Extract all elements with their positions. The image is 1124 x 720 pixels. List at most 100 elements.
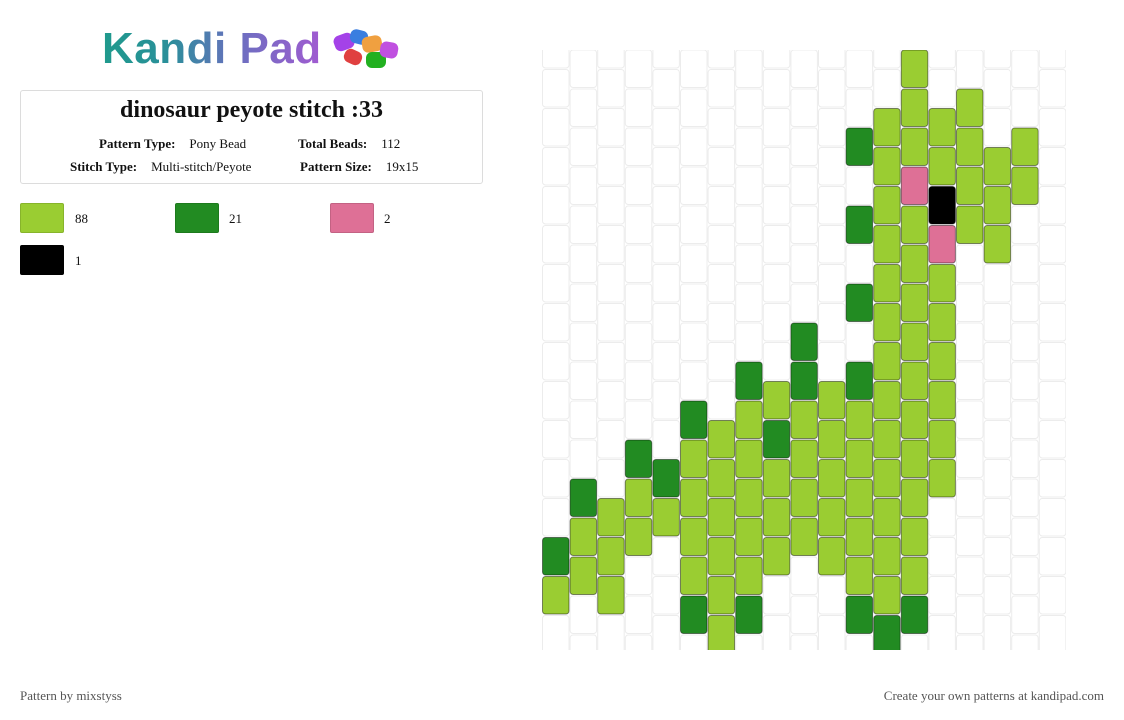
empty-bead[interactable] [1011, 517, 1039, 556]
bead[interactable] [900, 166, 929, 205]
empty-bead[interactable] [569, 88, 598, 127]
empty-bead[interactable] [542, 303, 570, 342]
empty-bead[interactable] [1038, 576, 1066, 615]
empty-bead[interactable] [762, 303, 791, 342]
empty-bead[interactable] [983, 459, 1012, 498]
empty-bead[interactable] [762, 264, 791, 303]
empty-bead[interactable] [707, 69, 736, 108]
empty-bead[interactable] [569, 50, 598, 88]
bead[interactable] [873, 147, 901, 186]
bead[interactable] [956, 88, 984, 127]
empty-bead[interactable] [542, 342, 570, 381]
empty-bead[interactable] [845, 50, 874, 88]
empty-bead[interactable] [1011, 361, 1039, 400]
empty-bead[interactable] [680, 322, 708, 361]
empty-bead[interactable] [1011, 283, 1039, 322]
empty-bead[interactable] [707, 264, 736, 303]
empty-bead[interactable] [735, 127, 763, 166]
bead[interactable] [928, 225, 956, 264]
empty-bead[interactable] [1038, 537, 1066, 576]
empty-bead[interactable] [680, 88, 708, 127]
empty-bead[interactable] [956, 478, 984, 517]
bead[interactable] [762, 498, 791, 537]
empty-bead[interactable] [928, 69, 956, 108]
empty-bead[interactable] [790, 595, 818, 634]
empty-bead[interactable] [956, 283, 984, 322]
empty-bead[interactable] [652, 264, 680, 303]
bead[interactable] [873, 303, 901, 342]
empty-bead[interactable] [597, 342, 625, 381]
empty-bead[interactable] [624, 50, 653, 88]
bead[interactable] [873, 186, 901, 225]
empty-bead[interactable] [1011, 322, 1039, 361]
bead[interactable] [597, 537, 625, 576]
bead[interactable] [845, 127, 874, 166]
empty-bead[interactable] [1038, 420, 1066, 459]
empty-bead[interactable] [1038, 498, 1066, 537]
empty-bead[interactable] [569, 166, 598, 205]
bead[interactable] [707, 498, 736, 537]
bead[interactable] [928, 303, 956, 342]
palette-swatch[interactable] [175, 203, 219, 233]
empty-bead[interactable] [928, 615, 956, 651]
empty-bead[interactable] [983, 264, 1012, 303]
empty-bead[interactable] [762, 147, 791, 186]
empty-bead[interactable] [790, 205, 818, 244]
empty-bead[interactable] [735, 205, 763, 244]
bead[interactable] [928, 381, 956, 420]
bead[interactable] [818, 537, 846, 576]
empty-bead[interactable] [956, 50, 984, 88]
empty-bead[interactable] [624, 595, 653, 634]
bead[interactable] [900, 205, 929, 244]
bead[interactable] [569, 517, 598, 556]
empty-bead[interactable] [983, 498, 1012, 537]
bead[interactable] [956, 166, 984, 205]
empty-bead[interactable] [818, 225, 846, 264]
empty-bead[interactable] [928, 537, 956, 576]
bead[interactable] [680, 400, 708, 439]
empty-bead[interactable] [624, 322, 653, 361]
empty-bead[interactable] [983, 69, 1012, 108]
bead[interactable] [845, 595, 874, 634]
bead[interactable] [707, 537, 736, 576]
empty-bead[interactable] [652, 50, 680, 69]
empty-bead[interactable] [956, 556, 984, 595]
empty-bead[interactable] [735, 50, 763, 88]
empty-bead[interactable] [735, 244, 763, 283]
bead[interactable] [900, 478, 929, 517]
bead[interactable] [928, 342, 956, 381]
empty-bead[interactable] [845, 322, 874, 361]
bead[interactable] [680, 517, 708, 556]
empty-bead[interactable] [624, 244, 653, 283]
bead[interactable] [735, 400, 763, 439]
empty-bead[interactable] [735, 283, 763, 322]
empty-bead[interactable] [790, 634, 818, 650]
bead[interactable] [707, 420, 736, 459]
empty-bead[interactable] [1038, 50, 1066, 69]
empty-bead[interactable] [680, 634, 708, 650]
empty-bead[interactable] [818, 615, 846, 651]
empty-bead[interactable] [1038, 108, 1066, 147]
empty-bead[interactable] [707, 147, 736, 186]
bead[interactable] [542, 576, 570, 615]
bead[interactable] [928, 186, 956, 225]
empty-bead[interactable] [956, 244, 984, 283]
bead[interactable] [790, 439, 818, 478]
bead[interactable] [928, 420, 956, 459]
empty-bead[interactable] [707, 186, 736, 225]
empty-bead[interactable] [1038, 615, 1066, 651]
palette-swatch[interactable] [20, 203, 64, 233]
bead[interactable] [845, 556, 874, 595]
bead[interactable] [900, 322, 929, 361]
bead[interactable] [680, 556, 708, 595]
empty-bead[interactable] [762, 615, 791, 651]
empty-bead[interactable] [652, 342, 680, 381]
empty-bead[interactable] [597, 459, 625, 498]
bead[interactable] [873, 108, 901, 147]
empty-bead[interactable] [818, 69, 846, 108]
bead[interactable] [983, 186, 1012, 225]
bead[interactable] [707, 459, 736, 498]
empty-bead[interactable] [790, 244, 818, 283]
empty-bead[interactable] [597, 381, 625, 420]
bead[interactable] [900, 361, 929, 400]
